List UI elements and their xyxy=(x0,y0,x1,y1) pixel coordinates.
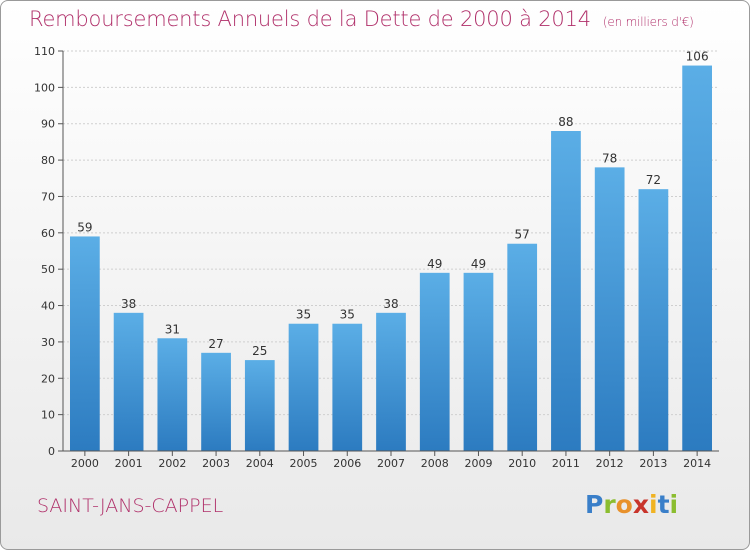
y-tick-label: 10 xyxy=(41,409,55,422)
bar-2004 xyxy=(244,360,275,451)
logo-letter: i xyxy=(649,490,658,519)
logo-letter: t xyxy=(657,490,670,519)
bar-2006 xyxy=(332,323,363,451)
data-label-2013: 72 xyxy=(646,173,661,187)
data-label-2004: 25 xyxy=(252,344,267,358)
x-tick-label-2008: 2008 xyxy=(421,457,449,470)
bar-2012 xyxy=(594,167,625,451)
x-tick-label-2009: 2009 xyxy=(464,457,492,470)
y-tick-label: 90 xyxy=(41,118,55,131)
data-label-2008: 49 xyxy=(427,257,442,271)
x-tick-label-2000: 2000 xyxy=(71,457,99,470)
logo-letter: i xyxy=(669,490,679,519)
bar-2009 xyxy=(463,272,494,451)
y-tick-label: 70 xyxy=(41,190,55,203)
logo-letter: o xyxy=(615,490,633,519)
data-label-2006: 35 xyxy=(340,308,355,322)
data-label-2012: 78 xyxy=(602,151,617,165)
title-text: Remboursements Annuels de la Dette de 20… xyxy=(29,7,591,31)
bar-2001 xyxy=(113,312,144,451)
x-tick-label-2002: 2002 xyxy=(158,457,186,470)
city-name: SAINT-JANS-CAPPEL xyxy=(37,495,224,517)
x-tick-label-2012: 2012 xyxy=(596,457,624,470)
logo-letter: r xyxy=(603,490,616,519)
x-tick-label-2011: 2011 xyxy=(552,457,580,470)
data-label-2014: 106 xyxy=(686,50,709,64)
x-tick-label-2001: 2001 xyxy=(115,457,143,470)
bar-2002 xyxy=(157,338,188,451)
x-tick-label-2007: 2007 xyxy=(377,457,405,470)
data-label-2007: 38 xyxy=(383,297,398,311)
x-tick-label-2005: 2005 xyxy=(290,457,318,470)
x-tick-label-2004: 2004 xyxy=(246,457,274,470)
bar-2013 xyxy=(638,189,669,451)
proxiti-logo: Proxiti xyxy=(585,490,678,519)
x-tick-label-2006: 2006 xyxy=(333,457,361,470)
y-tick-label: 20 xyxy=(41,372,55,385)
bar-2014 xyxy=(682,65,713,451)
x-tick-label-2010: 2010 xyxy=(508,457,536,470)
unit-label: (en milliers d'€) xyxy=(602,15,694,29)
data-label-2002: 31 xyxy=(165,322,180,336)
y-tick-label: 100 xyxy=(34,81,55,94)
logo-letter: P xyxy=(585,490,604,519)
bar-2011 xyxy=(551,131,581,451)
bar-2008 xyxy=(419,272,450,451)
logo-letter: x xyxy=(632,490,649,519)
data-label-2010: 57 xyxy=(515,228,530,242)
data-label-2005: 35 xyxy=(296,308,311,322)
chart-title: Remboursements Annuels de la Dette de 20… xyxy=(29,7,694,31)
y-tick-label: 110 xyxy=(34,45,55,58)
data-label-2009: 49 xyxy=(471,257,486,271)
data-label-2003: 27 xyxy=(208,337,223,351)
y-tick-label: 0 xyxy=(48,445,55,458)
data-label-2011: 88 xyxy=(558,115,573,129)
bar-2000 xyxy=(69,236,100,451)
y-tick-label: 30 xyxy=(41,336,55,349)
y-tick-label: 50 xyxy=(41,263,55,276)
bar-2005 xyxy=(288,323,319,451)
bar-2007 xyxy=(376,312,406,451)
y-tick-label: 40 xyxy=(41,300,55,313)
bar-2003 xyxy=(201,352,231,451)
x-tick-label-2013: 2013 xyxy=(639,457,667,470)
y-tick-label: 80 xyxy=(41,154,55,167)
bar-2010 xyxy=(507,243,538,451)
data-label-2000: 59 xyxy=(77,220,92,234)
x-tick-label-2003: 2003 xyxy=(202,457,230,470)
x-tick-label-2014: 2014 xyxy=(683,457,711,470)
y-tick-label: 60 xyxy=(41,227,55,240)
data-label-2001: 38 xyxy=(121,297,136,311)
